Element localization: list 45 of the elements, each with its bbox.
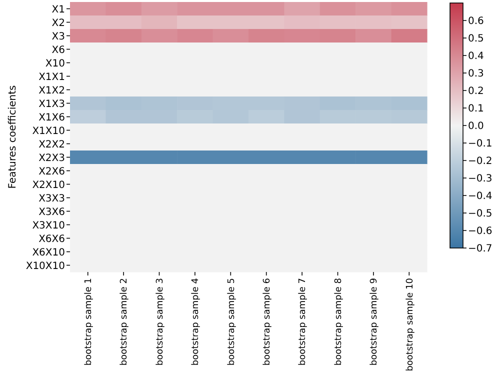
x-tick-label: bootstrap sample 2: [120, 278, 130, 366]
y-tick-label: X6: [52, 44, 65, 56]
color-bar-label: −0.1: [468, 138, 492, 150]
color-bar-label: −0.3: [468, 174, 492, 184]
y-tick-label: X10: [45, 58, 65, 70]
x-tick-label: bootstrap sample 10: [405, 278, 416, 372]
x-tick-label: bootstrap sample 7: [298, 278, 308, 366]
x-tick-label: bootstrap sample 6: [262, 278, 272, 366]
y-tick-label: X1X1: [38, 72, 65, 83]
x-tick-label: bootstrap sample 9: [370, 278, 380, 366]
y-tick-label: X2X2: [38, 139, 65, 150]
x-tick-label: bootstrap sample 3: [155, 278, 166, 366]
y-tick-label: X3X10: [32, 220, 65, 232]
y-tick-label: X3X3: [38, 193, 65, 204]
color-bar-label: −0.5: [468, 208, 492, 220]
x-tick-label: bootstrap sample 1: [84, 278, 94, 366]
y-tick-label: X2X6: [38, 166, 65, 178]
color-bar-label: 0.5: [468, 34, 484, 44]
y-tick-label: X1X2: [38, 85, 65, 96]
y-axis-title: Features coefficients: [8, 85, 18, 189]
y-tick-label: X10X10: [26, 260, 65, 272]
y-tick-label: X1: [52, 4, 65, 16]
color-bar-label: −0.2: [468, 156, 492, 167]
color-bar-label: 0.3: [468, 68, 484, 80]
y-tick-label: X6X6: [38, 234, 65, 245]
color-bar-label: 0.1: [468, 104, 484, 114]
y-tick-label: X2X10: [32, 180, 65, 191]
color-bar-label: −0.6: [468, 226, 492, 237]
x-tick-label: bootstrap sample 5: [226, 278, 237, 366]
y-tick-label: X3: [52, 31, 65, 42]
color-bar-label: 0.0: [468, 121, 484, 132]
y-tick-label: X6X10: [32, 247, 65, 258]
y-tick-label: X2X3: [38, 152, 65, 164]
color-bar-label: −0.4: [468, 191, 492, 202]
y-tick-label: X3X6: [38, 206, 65, 218]
y-tick-label: X1X10: [32, 126, 65, 137]
color-bar-label: 0.2: [468, 86, 484, 97]
y-tick-label: X2: [52, 18, 65, 29]
color-bar-label: 0.6: [468, 16, 484, 27]
x-tick-label: bootstrap sample 4: [191, 278, 202, 366]
x-tick-label: bootstrap sample 8: [334, 278, 344, 366]
y-tick-label: X1X3: [38, 98, 65, 110]
color-bar-label: 0.4: [468, 51, 484, 62]
y-tick-label: X1X6: [38, 112, 65, 124]
color-bar-label: −0.7: [468, 244, 492, 254]
